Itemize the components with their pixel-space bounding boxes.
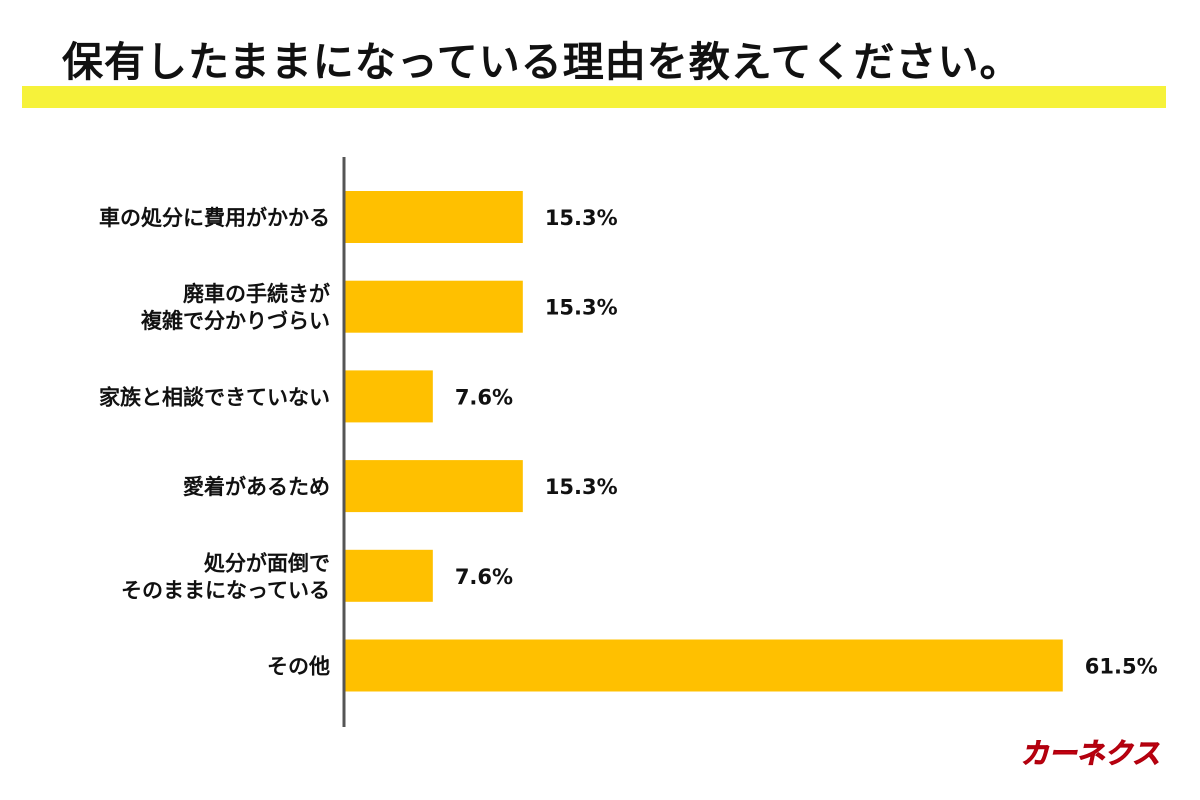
value-label-3: 15.3% [545, 475, 618, 499]
bar-5 [344, 639, 1063, 692]
bar-0 [344, 191, 523, 243]
bar-1 [344, 280, 523, 333]
value-label-0: 15.3% [545, 206, 618, 230]
category-label-3: 愛着があるため [183, 475, 330, 499]
logo-text: カーネクスト [1020, 737, 1164, 770]
title-area: 保有したままになっている理由を教えてください。 [0, 0, 1200, 120]
bar-4 [344, 549, 433, 602]
value-label-1: 15.3% [545, 296, 618, 320]
title-highlight-bar [22, 86, 1166, 108]
category-label-line: 愛着があるため [183, 475, 330, 499]
category-label-2: 家族と相談できていない [99, 385, 330, 409]
category-label-5: その他 [267, 655, 330, 679]
bar-3 [344, 460, 523, 513]
category-label-line: 処分が面倒で [204, 551, 330, 575]
value-label-2: 7.6% [455, 385, 513, 409]
category-label-line: 車の処分に費用がかかる [99, 206, 330, 230]
category-label-1: 廃車の手続きが複雑で分かりづらい [140, 282, 330, 333]
category-label-line: 複雑で分かりづらい [140, 309, 330, 333]
category-label-line: 廃車の手続きが [183, 282, 330, 306]
karnext-logo: カーネクスト カーネクスト [1017, 734, 1164, 773]
logo-text-outline: カーネクスト [1020, 737, 1164, 770]
category-label-line: その他 [267, 655, 330, 679]
chart-title: 保有したままになっている理由を教えてください。 [62, 38, 1022, 86]
value-label-5: 61.5% [1085, 655, 1158, 679]
bar-2 [344, 370, 433, 423]
category-label-0: 車の処分に費用がかかる [99, 206, 330, 230]
value-label-4: 7.6% [455, 565, 513, 589]
category-label-line: そのままになっている [121, 578, 330, 602]
category-label-line: 家族と相談できていない [99, 385, 330, 409]
category-label-4: 処分が面倒でそのままになっている [121, 551, 330, 602]
